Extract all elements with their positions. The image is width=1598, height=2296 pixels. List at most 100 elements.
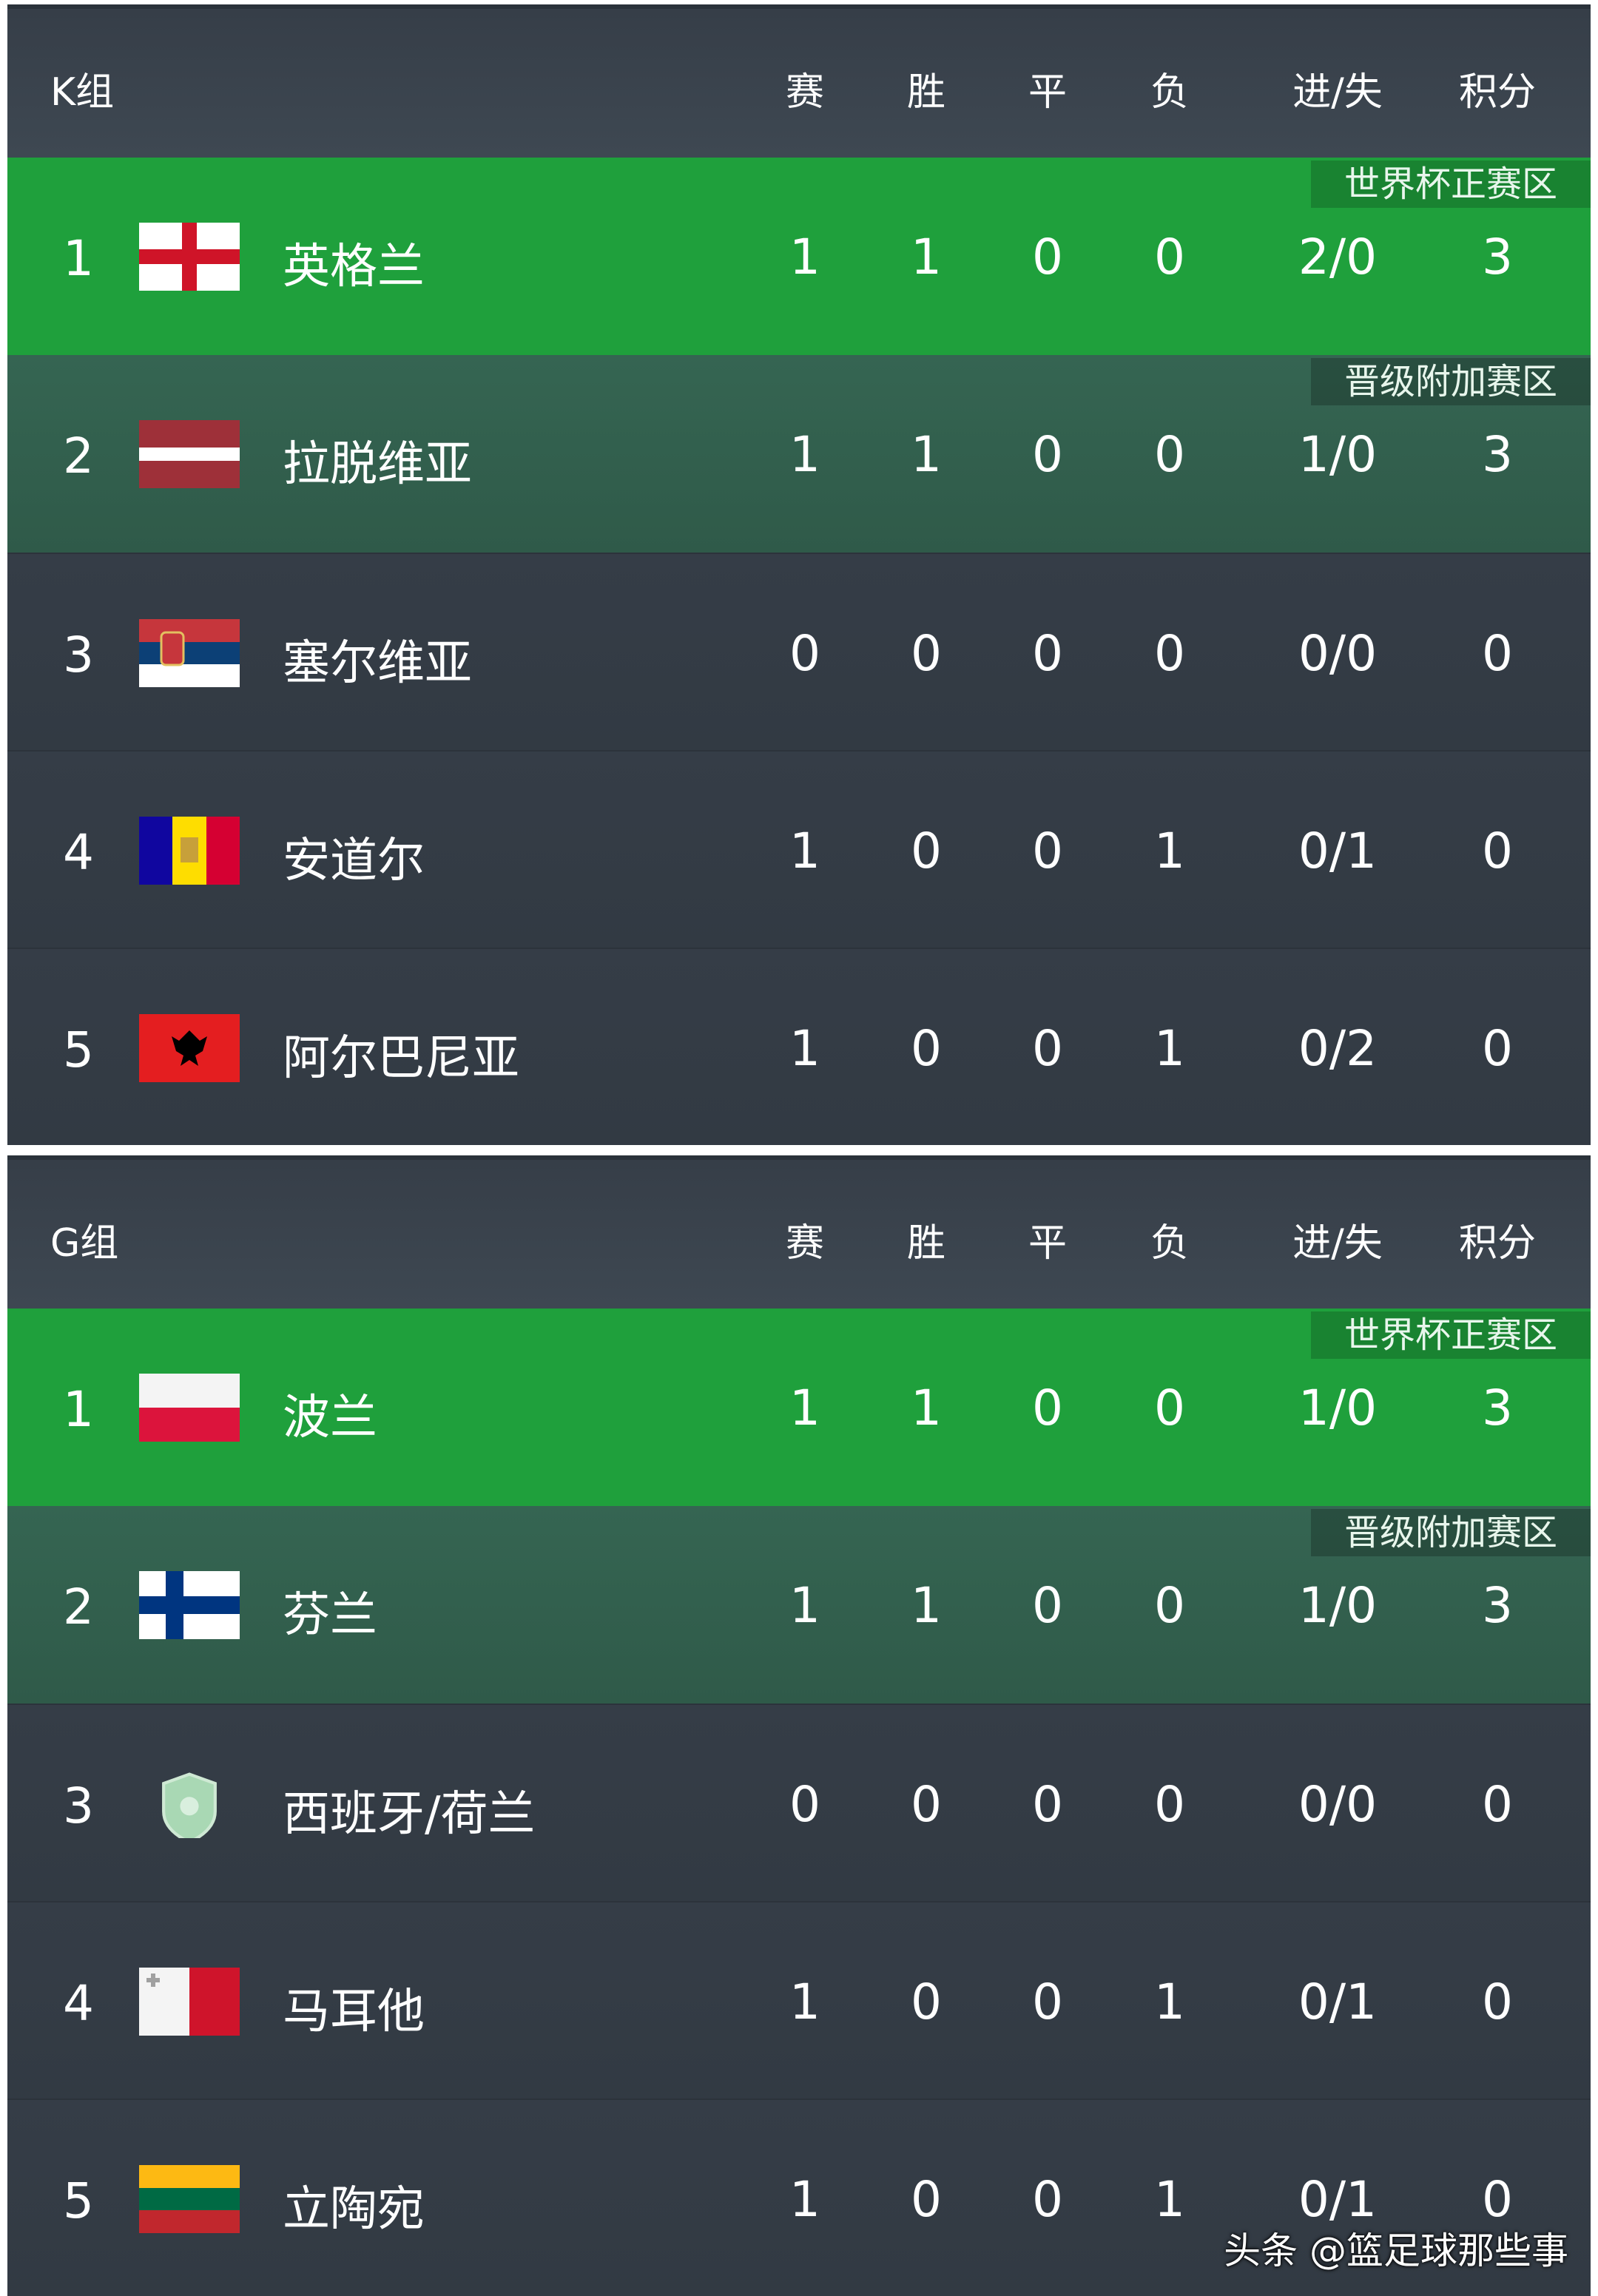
stat-drawn: 0 <box>1032 1577 1063 1634</box>
group-name: K组 <box>50 70 115 115</box>
column-header[interactable]: 进/失 <box>1292 70 1383 115</box>
stat-drawn: 0 <box>1032 1776 1063 1833</box>
table-header: K组 赛 胜 平 负 进/失 积分 <box>7 4 1591 158</box>
stat-drawn: 0 <box>1032 823 1063 879</box>
serbia-flag-icon <box>139 619 240 687</box>
table-row[interactable]: 晋级附加赛区 2 拉脱维亚 1 1 0 0 1/0 3 <box>7 355 1591 553</box>
column-header[interactable]: 平 <box>1028 1221 1067 1266</box>
column-header[interactable]: 积分 <box>1458 1221 1536 1266</box>
stat-lost: 1 <box>1154 1973 1185 2030</box>
stat-points: 3 <box>1482 1380 1513 1436</box>
group-g-table: G组 赛 胜 平 负 进/失 积分 世界杯正赛区 1 波兰 1 1 0 0 1/0 3 晋级附加赛区 2 芬兰 1 1 0… <box>7 1155 1591 2296</box>
stat-played: 1 <box>789 1577 820 1634</box>
stat-lost: 0 <box>1154 1380 1185 1436</box>
lithuania-flag-icon <box>139 2165 240 2233</box>
column-header[interactable]: 胜 <box>906 70 945 115</box>
stat-points: 0 <box>1482 1020 1513 1077</box>
table-row[interactable]: 4 安道尔 1 0 0 1 0/1 0 <box>7 750 1591 948</box>
stat-won: 1 <box>911 1577 942 1634</box>
stat-lost: 1 <box>1154 2171 1185 2228</box>
team-name[interactable]: 波兰 <box>283 1391 377 1445</box>
stat-drawn: 0 <box>1032 1380 1063 1436</box>
team-rank: 3 <box>63 1777 94 1834</box>
albania-flag-icon <box>139 1014 240 1082</box>
placeholder-shield-flag-icon <box>139 1770 240 1838</box>
stat-won: 1 <box>911 229 942 286</box>
stat-goals: 1/0 <box>1298 426 1378 483</box>
team-rank: 4 <box>63 824 94 881</box>
stat-played: 1 <box>789 1973 820 2030</box>
stat-points: 0 <box>1482 1776 1513 1833</box>
stat-goals: 1/0 <box>1298 1577 1378 1634</box>
column-header[interactable]: 平 <box>1028 70 1067 115</box>
stat-drawn: 0 <box>1032 1020 1063 1077</box>
table-row[interactable]: 5 阿尔巴尼亚 1 0 0 1 0/2 0 <box>7 948 1591 1145</box>
stat-lost: 0 <box>1154 229 1185 286</box>
table-row[interactable]: 3 塞尔维亚 0 0 0 0 0/0 0 <box>7 553 1591 750</box>
stat-lost: 1 <box>1154 1020 1185 1077</box>
finland-flag-icon <box>139 1571 240 1639</box>
column-header[interactable]: 赛 <box>785 1221 824 1266</box>
stat-points: 0 <box>1482 625 1513 682</box>
stat-drawn: 0 <box>1032 426 1063 483</box>
stat-won: 0 <box>911 1776 942 1833</box>
team-name[interactable]: 芬兰 <box>283 1588 377 1643</box>
table-header: G组 赛 胜 平 负 进/失 积分 <box>7 1155 1591 1309</box>
team-name[interactable]: 塞尔维亚 <box>283 636 472 691</box>
table-row[interactable]: 晋级附加赛区 2 芬兰 1 1 0 0 1/0 3 <box>7 1506 1591 1704</box>
table-row[interactable]: 4 马耳他 1 0 0 1 0/1 0 <box>7 1901 1591 2099</box>
column-header[interactable]: 胜 <box>906 1221 945 1266</box>
stat-points: 3 <box>1482 426 1513 483</box>
stat-drawn: 0 <box>1032 1973 1063 2030</box>
team-name[interactable]: 英格兰 <box>283 240 425 294</box>
team-name[interactable]: 西班牙/荷兰 <box>283 1787 536 1842</box>
stat-goals: 0/0 <box>1298 625 1378 682</box>
latvia-flag-icon <box>139 420 240 488</box>
table-row[interactable]: 3 西班牙/荷兰 0 0 0 0 0/0 0 <box>7 1704 1591 1901</box>
andorra-flag-icon <box>139 817 240 885</box>
group-k-table: K组 赛 胜 平 负 进/失 积分 世界杯正赛区 1 英格兰 1 1 0 0 2/0 3 晋级附加赛区 2 拉脱维亚… <box>7 4 1591 1145</box>
team-name[interactable]: 拉脱维亚 <box>283 437 472 492</box>
column-header[interactable]: 负 <box>1150 70 1189 115</box>
stat-goals: 0/1 <box>1298 1973 1378 2030</box>
stat-played: 1 <box>789 229 820 286</box>
team-rank: 1 <box>63 230 94 287</box>
stat-points: 0 <box>1482 1973 1513 2030</box>
stat-drawn: 0 <box>1032 2171 1063 2228</box>
stat-won: 1 <box>911 1380 942 1436</box>
stat-won: 1 <box>911 426 942 483</box>
stat-played: 1 <box>789 823 820 879</box>
team-rank: 2 <box>63 428 94 484</box>
stat-won: 0 <box>911 1973 942 2030</box>
team-rank: 3 <box>63 627 94 683</box>
team-name[interactable]: 立陶宛 <box>283 2182 425 2237</box>
stat-goals: 0/1 <box>1298 2171 1378 2228</box>
team-name[interactable]: 马耳他 <box>283 1985 425 2039</box>
column-header[interactable]: 积分 <box>1458 70 1536 115</box>
stat-lost: 0 <box>1154 1776 1185 1833</box>
group-name: G组 <box>50 1221 119 1266</box>
table-row[interactable]: 世界杯正赛区 1 波兰 1 1 0 0 1/0 3 <box>7 1309 1591 1506</box>
poland-flag-icon <box>139 1374 240 1442</box>
team-name[interactable]: 安道尔 <box>283 834 425 888</box>
team-rank: 5 <box>63 1022 94 1078</box>
team-rank: 5 <box>63 2172 94 2229</box>
column-header[interactable]: 负 <box>1150 1221 1189 1266</box>
stat-played: 0 <box>789 1776 820 1833</box>
zone-badge: 世界杯正赛区 <box>1311 1311 1591 1359</box>
team-rank: 2 <box>63 1578 94 1635</box>
stat-played: 1 <box>789 426 820 483</box>
team-name[interactable]: 阿尔巴尼亚 <box>283 1031 519 1086</box>
stat-points: 3 <box>1482 229 1513 286</box>
zone-badge: 世界杯正赛区 <box>1311 161 1591 208</box>
table-row[interactable]: 5 立陶宛 1 0 0 1 0/1 0 <box>7 2099 1591 2296</box>
stat-played: 1 <box>789 1380 820 1436</box>
stat-goals: 1/0 <box>1298 1380 1378 1436</box>
column-header[interactable]: 赛 <box>785 70 824 115</box>
stat-lost: 0 <box>1154 625 1185 682</box>
stat-lost: 0 <box>1154 1577 1185 1634</box>
column-header[interactable]: 进/失 <box>1292 1221 1383 1266</box>
footer-watermark: 头条 @篮足球那些事 <box>1224 2229 1568 2272</box>
table-row[interactable]: 世界杯正赛区 1 英格兰 1 1 0 0 2/0 3 <box>7 158 1591 355</box>
stat-drawn: 0 <box>1032 229 1063 286</box>
